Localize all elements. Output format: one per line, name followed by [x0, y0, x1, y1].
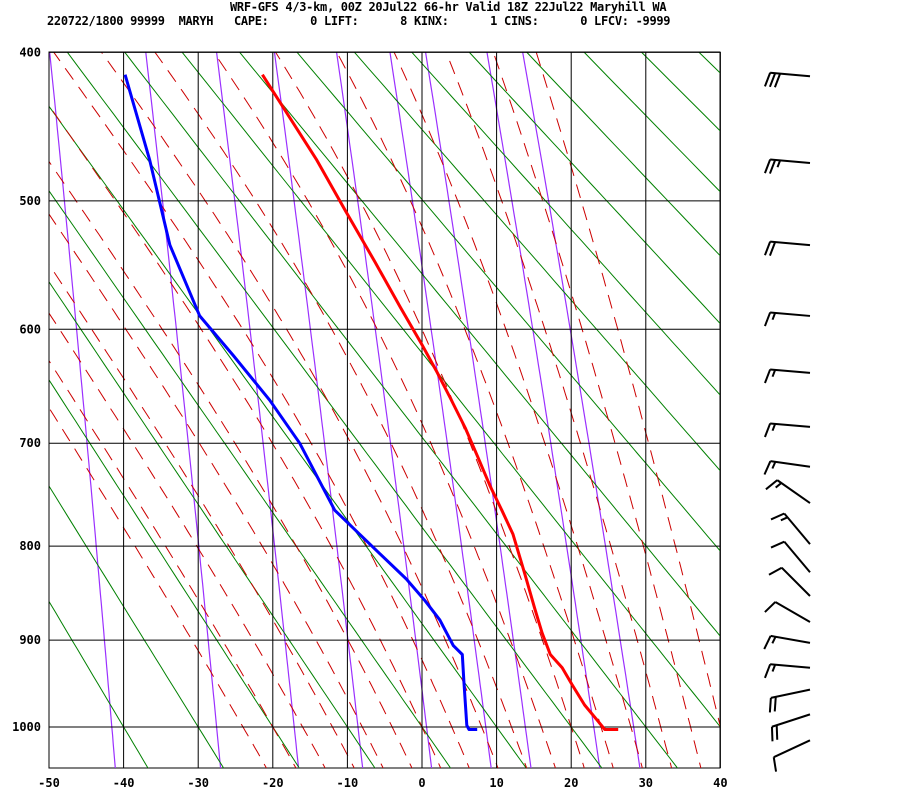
x-tick-label: 20	[564, 776, 578, 790]
dry-adiabat-line	[296, 52, 720, 552]
dry-adiabat-line	[49, 379, 300, 768]
x-tick-label: 30	[639, 776, 653, 790]
moist-adiabat-line	[535, 52, 720, 728]
dry-adiabat-line	[49, 600, 149, 768]
dry-adiabat-line	[49, 485, 225, 768]
dry-adiabat-line	[410, 52, 720, 396]
wind-barbs	[763, 71, 811, 772]
wind-barb	[764, 311, 811, 327]
x-tick-label: -10	[337, 776, 359, 790]
dry-adiabat-line	[66, 52, 603, 768]
wind-barb	[763, 634, 811, 650]
dry-adiabat-line	[181, 52, 720, 728]
wind-barb	[764, 663, 811, 679]
wind-barb	[764, 368, 811, 384]
dry-adiabat-line	[835, 20, 900, 777]
moist-adiabat-line	[445, 52, 673, 768]
mixing-ratio-line	[424, 52, 532, 768]
mixing-ratio-line	[49, 52, 116, 768]
y-tick-label: 800	[19, 539, 41, 553]
dry-adiabat-line	[468, 52, 720, 325]
dry-adiabat-line	[722, 20, 900, 777]
sounding-indices: 220722/1800 99999 MARYH CAPE: 0 LIFT: 8 …	[47, 14, 671, 28]
x-tick-label: 40	[713, 776, 727, 790]
wind-barb	[764, 240, 811, 256]
wind-barb	[768, 688, 811, 713]
x-tick-label: 0	[418, 776, 425, 790]
dry-adiabat-line	[123, 52, 679, 768]
moist-adiabat-line	[274, 52, 585, 768]
wind-barb	[763, 460, 811, 475]
moist-adiabat-line	[52, 52, 470, 768]
temperature-profile	[261, 73, 619, 731]
x-tick-label: -40	[113, 776, 135, 790]
wind-barb	[770, 540, 811, 573]
wind-barb	[764, 422, 811, 438]
moist-adiabat-line	[49, 104, 442, 768]
dry-adiabat-line	[525, 52, 720, 257]
wind-barb	[768, 566, 811, 597]
x-tick-label: 10	[489, 776, 503, 790]
mixing-ratio-line	[215, 52, 300, 768]
moist-adiabat-line	[393, 52, 643, 768]
y-tick-label: 900	[19, 633, 41, 647]
wind-barb	[772, 739, 811, 772]
moist-adiabat-line	[213, 52, 556, 768]
y-tick-label: 700	[19, 436, 41, 450]
wind-barb	[765, 479, 811, 504]
moist-adiabat-line	[49, 160, 413, 768]
y-tick-label: 500	[19, 194, 41, 208]
chart-title: WRF-GFS 4/3-km, 00Z 20Jul22 66-hr Valid …	[230, 0, 667, 14]
wind-barb	[764, 71, 811, 88]
wind-barb	[764, 158, 811, 174]
mixing-ratio-line	[335, 52, 433, 768]
y-tick-label: 400	[19, 45, 41, 59]
dewpoint-profile	[123, 74, 478, 731]
y-tick-label: 600	[19, 322, 41, 336]
wind-barb	[770, 512, 811, 545]
x-tick-label: -50	[38, 776, 60, 790]
mixing-ratio-line	[389, 52, 492, 768]
moist-adiabat-line	[492, 52, 702, 768]
y-tick-label: 1000	[12, 720, 41, 734]
moist-adiabat-line	[49, 213, 384, 768]
moist-adiabat-line	[154, 52, 528, 768]
dry-adiabat-line	[238, 52, 720, 637]
wind-barb	[770, 713, 811, 742]
dry-adiabat-line	[779, 20, 900, 777]
moist-adiabat-line	[336, 52, 614, 768]
x-tick-label: -20	[262, 776, 284, 790]
wind-barb	[764, 601, 811, 623]
dry-adiabat-line	[49, 280, 376, 768]
dry-adiabat-line	[892, 20, 900, 777]
dry-adiabat-line	[353, 52, 720, 472]
mixing-ratio-line	[145, 52, 222, 768]
x-tick-label: -30	[187, 776, 209, 790]
mixing-ratio-line	[522, 52, 641, 768]
